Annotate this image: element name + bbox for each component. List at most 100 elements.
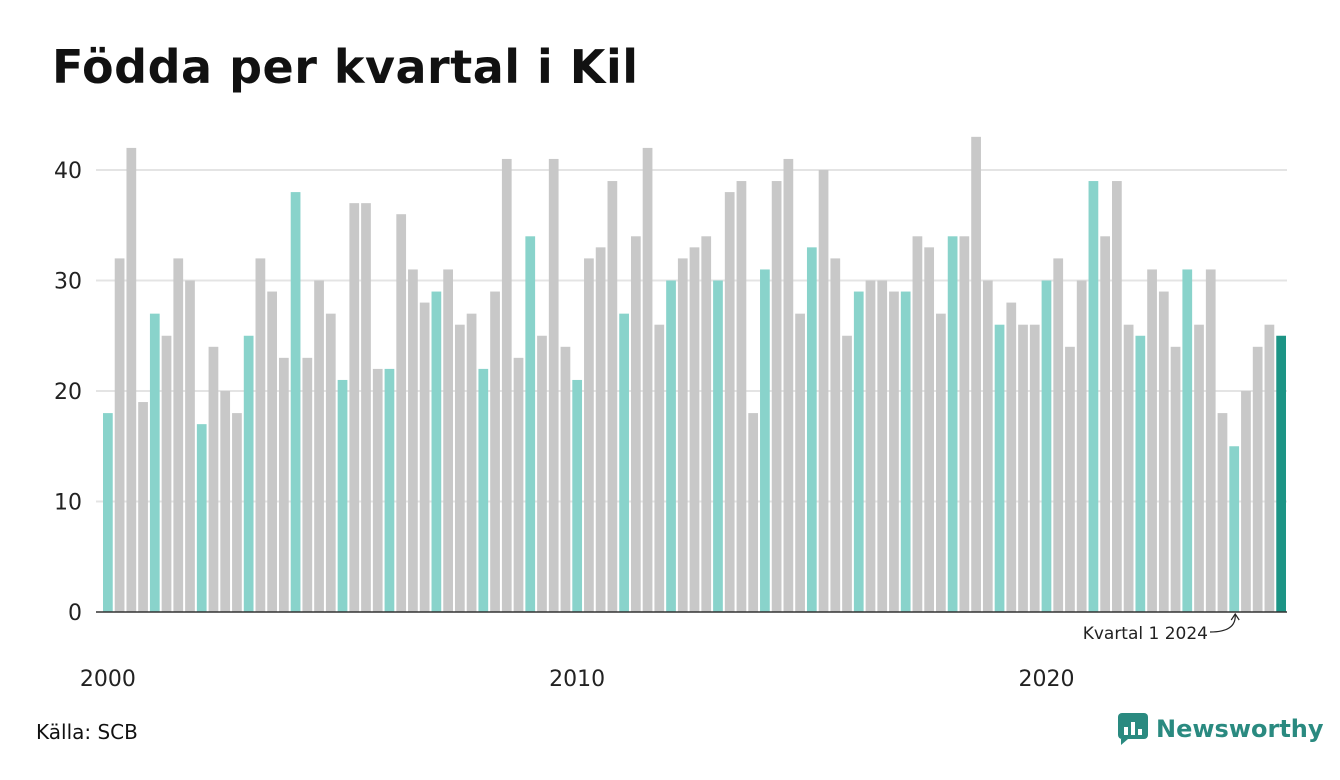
bar	[466, 313, 477, 612]
bar	[842, 335, 852, 612]
bar	[1217, 413, 1228, 612]
bar	[208, 346, 219, 612]
bar	[1182, 269, 1193, 612]
chart-title: Födda per kvartal i Kil	[52, 40, 639, 94]
bar	[290, 192, 301, 612]
bar	[1041, 280, 1052, 612]
bar	[912, 236, 923, 613]
bar	[161, 335, 172, 612]
bar	[584, 258, 594, 612]
bar	[701, 236, 712, 613]
x-tick-label-2000: 2000	[80, 667, 136, 692]
y-tick-label-0: 0	[68, 601, 82, 626]
y-tick-label-30: 30	[54, 270, 82, 295]
bar	[572, 379, 583, 612]
brand: Newsworthy	[1118, 713, 1324, 745]
bar	[443, 269, 453, 612]
bar	[689, 247, 700, 612]
bar	[302, 357, 313, 612]
bar	[1076, 280, 1087, 612]
bar	[1194, 324, 1204, 612]
bar	[314, 280, 324, 612]
bar	[138, 402, 148, 612]
bar	[525, 236, 536, 613]
bar	[795, 313, 805, 612]
bar	[889, 291, 899, 612]
bar	[1170, 346, 1181, 612]
annotation: Kvartal 1 2024	[1083, 612, 1240, 644]
bar	[994, 324, 1005, 612]
bar	[1252, 346, 1263, 612]
bar	[947, 236, 958, 613]
bar	[760, 269, 770, 612]
bar	[971, 136, 981, 612]
bar	[103, 413, 113, 612]
bar	[454, 324, 465, 612]
bar	[513, 357, 524, 612]
x-tick-label-2020: 2020	[1018, 667, 1074, 692]
bar	[900, 291, 911, 612]
bar	[396, 214, 407, 612]
source-label: Källa: SCB	[36, 720, 138, 744]
bar	[1100, 236, 1111, 613]
bar	[267, 291, 277, 612]
bar	[830, 258, 841, 612]
bar	[677, 258, 688, 612]
bar	[361, 203, 371, 612]
bar	[372, 368, 383, 612]
bar	[243, 335, 254, 612]
bar	[1123, 324, 1134, 612]
annotation-label: Kvartal 1 2024	[1083, 624, 1208, 644]
bar	[1112, 181, 1122, 613]
bar	[666, 280, 676, 612]
bar	[595, 247, 606, 612]
bar	[924, 247, 935, 612]
bar	[232, 413, 242, 612]
bar	[478, 368, 489, 612]
bar	[1147, 269, 1157, 612]
bar	[1065, 346, 1075, 612]
bar	[783, 158, 794, 612]
bar	[560, 346, 571, 612]
bar	[537, 335, 547, 612]
bar	[173, 258, 184, 612]
bar	[630, 236, 641, 613]
bar	[959, 236, 970, 613]
bar	[877, 280, 888, 612]
bar	[607, 181, 618, 613]
bar	[278, 357, 289, 612]
bar	[865, 280, 876, 612]
bar	[255, 258, 266, 612]
bar	[337, 379, 348, 612]
bar	[642, 147, 653, 612]
bar	[1029, 324, 1040, 612]
bar	[1135, 335, 1146, 612]
bars	[103, 136, 1286, 613]
bar	[1241, 391, 1251, 612]
bar	[1006, 302, 1017, 612]
bar	[1088, 181, 1099, 613]
bar	[748, 413, 759, 612]
bar	[818, 170, 829, 612]
bar	[619, 313, 629, 612]
bar	[1264, 324, 1275, 612]
bar	[196, 424, 207, 612]
bar	[936, 313, 946, 612]
bar	[114, 258, 125, 612]
bar	[654, 324, 665, 612]
bar	[771, 181, 782, 613]
bar	[408, 269, 418, 612]
annotation-arrow	[1209, 614, 1236, 633]
y-axis-labels: 0 10 20 30 40	[54, 159, 82, 626]
bar	[1053, 258, 1064, 612]
bar	[185, 280, 195, 612]
bar	[548, 158, 559, 612]
bar	[713, 280, 723, 612]
bar	[736, 181, 747, 613]
y-tick-label-10: 10	[54, 491, 82, 516]
newsworthy-logo-icon	[1118, 713, 1148, 745]
bar	[126, 147, 137, 612]
bar	[325, 313, 336, 612]
bar	[1018, 324, 1028, 612]
